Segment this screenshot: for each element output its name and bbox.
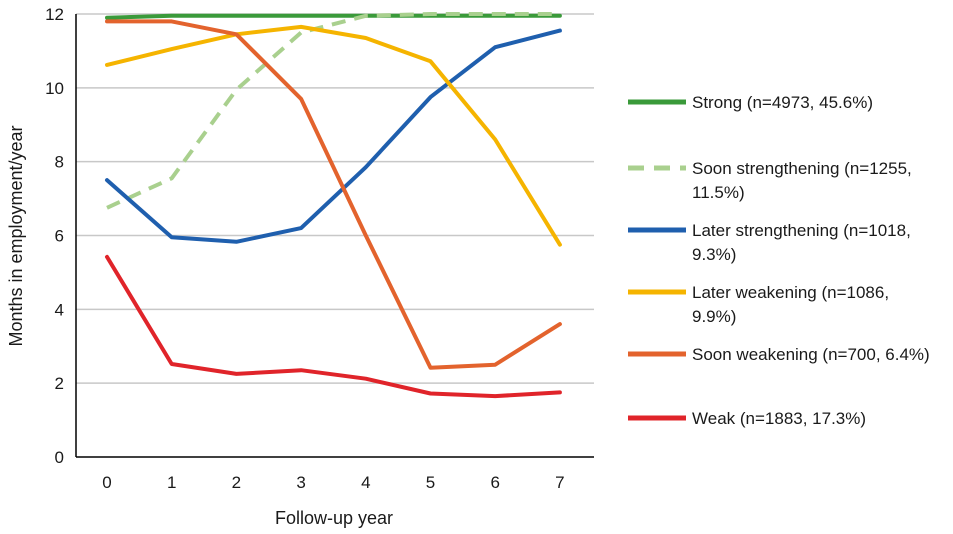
y-tick-label: 4 xyxy=(55,300,64,319)
x-tick-label: 3 xyxy=(296,473,305,492)
x-tick-label: 1 xyxy=(167,473,176,492)
legend-label-4: Later weakening (n=1086, 9.9%) xyxy=(692,283,889,326)
y-tick-labels: 0 2 4 6 8 10 12 xyxy=(45,5,64,467)
legend-label-3: Later strengthening (n=1018, 9.3%) xyxy=(692,221,911,264)
x-tick-label: 4 xyxy=(361,473,370,492)
legend-label-2: Soon strengthening (n=1255, 11.5%) xyxy=(692,159,912,202)
legend-label-5: Soon weakening (n=700, 6.4%) xyxy=(692,345,930,364)
series-line-3 xyxy=(105,28,562,244)
legend-label-6: Weak (n=1883, 17.3%) xyxy=(692,409,866,428)
x-tick-labels: 0 1 2 3 4 5 6 7 xyxy=(102,473,564,492)
y-tick-label: 6 xyxy=(55,227,64,246)
series-line-5 xyxy=(105,19,562,370)
x-tick-label: 0 xyxy=(102,473,111,492)
x-tick-label: 5 xyxy=(426,473,435,492)
y-tick-label: 0 xyxy=(55,448,64,467)
series-line-4 xyxy=(105,24,562,247)
series-line-6 xyxy=(105,254,562,399)
y-tick-label: 10 xyxy=(45,79,64,98)
x-axis-label: Follow-up year xyxy=(275,508,393,528)
y-tick-label: 8 xyxy=(55,153,64,172)
axes xyxy=(75,14,594,458)
y-tick-label: 12 xyxy=(45,5,64,24)
legend-label-1: Strong (n=4973, 45.6%) xyxy=(692,93,873,112)
x-tick-label: 7 xyxy=(555,473,564,492)
legend: Strong (n=4973, 45.6%) Soon strengthening… xyxy=(628,93,930,428)
y-axis-label: Months in employment/year xyxy=(6,125,26,346)
x-tick-label: 2 xyxy=(232,473,241,492)
y-tick-label: 2 xyxy=(55,374,64,393)
series-line-2 xyxy=(106,12,560,210)
series-lines xyxy=(105,12,562,399)
x-tick-label: 6 xyxy=(490,473,499,492)
series-line-1 xyxy=(105,13,562,20)
